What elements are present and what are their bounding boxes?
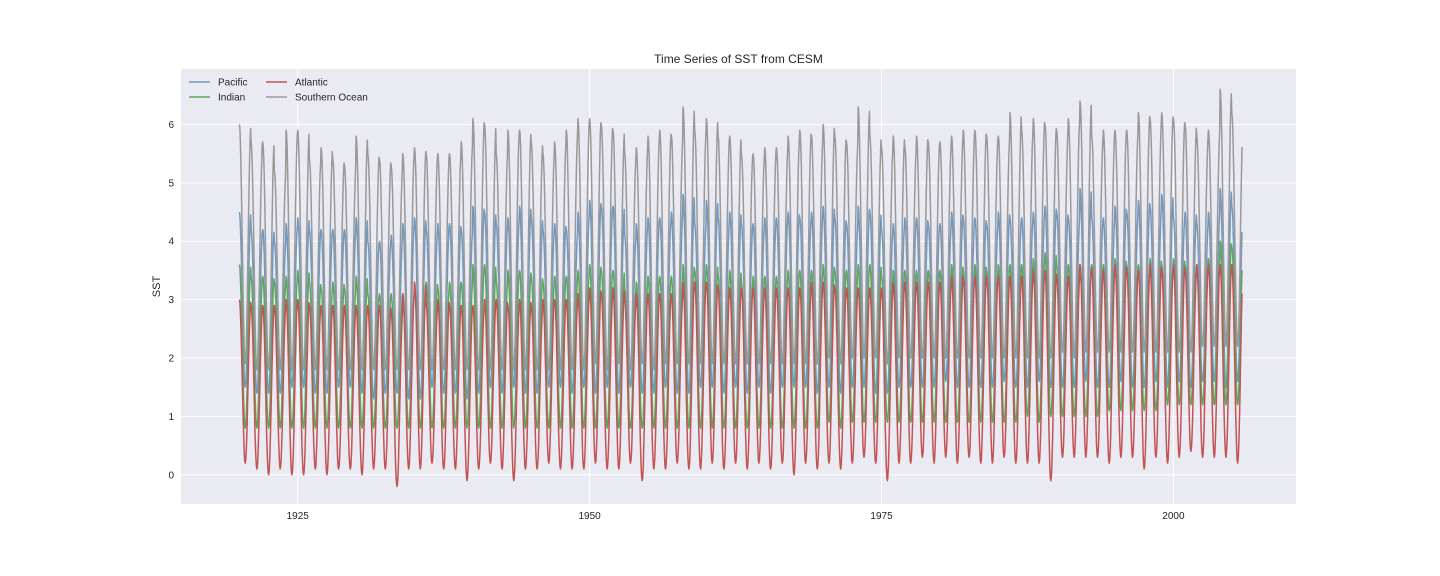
x-tick-label: 1950 xyxy=(579,511,602,522)
y-axis-label: SST xyxy=(151,276,163,298)
series-line-pacific xyxy=(238,187,1243,400)
y-tick-label: 3 xyxy=(168,295,174,306)
legend: Pacific Indian Atlantic Southern Ocean xyxy=(189,78,368,104)
legend-label: Southern Ocean xyxy=(295,93,368,104)
y-tick-label: 2 xyxy=(168,354,174,365)
y-tick-label: 4 xyxy=(168,237,174,248)
tick-labels: 1925 1950 1975 2000 0 1 2 3 4 5 6 xyxy=(168,120,1185,522)
chart-title: Time Series of SST from CESM xyxy=(654,52,823,66)
legend-label: Atlantic xyxy=(295,78,328,89)
y-tick-label: 5 xyxy=(168,178,174,189)
legend-label: Pacific xyxy=(218,78,247,89)
series-line-southern-ocean xyxy=(238,88,1243,371)
y-tick-label: 0 xyxy=(168,470,174,481)
x-tick-label: 1925 xyxy=(287,511,310,522)
x-tick-label: 2000 xyxy=(1162,511,1185,522)
x-tick-label: 1975 xyxy=(870,511,893,522)
y-tick-label: 6 xyxy=(168,120,174,131)
series-line-atlantic xyxy=(238,263,1243,488)
legend-label: Indian xyxy=(218,93,245,104)
series-lines xyxy=(238,88,1243,488)
y-tick-label: 1 xyxy=(168,412,174,423)
